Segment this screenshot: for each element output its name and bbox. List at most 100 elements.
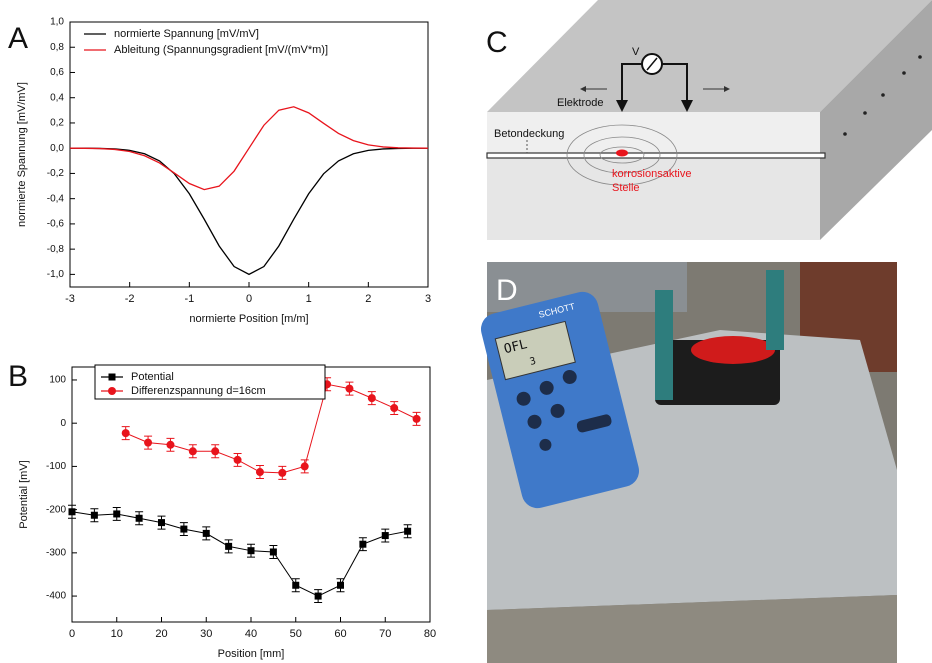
marker [300, 462, 309, 471]
x-axis-label: Position [mm] [218, 648, 285, 660]
meter-display [494, 320, 576, 381]
x-tick-label: -1 [184, 293, 194, 305]
y-tick-label: -0,8 [47, 244, 65, 255]
y-tick-label: -100 [46, 461, 66, 472]
marker [292, 581, 300, 589]
series-line [70, 147, 428, 276]
y-tick-label: 0,4 [50, 92, 64, 103]
marker [337, 581, 344, 589]
y-tick-label: 0,6 [50, 67, 64, 78]
marker [202, 529, 210, 537]
legend-box [94, 364, 326, 400]
y-tick-label: 1,0 [50, 17, 64, 28]
equipotentials [566, 124, 678, 186]
panel-label: C [486, 26, 508, 59]
x-tick-label: -2 [125, 293, 135, 305]
legend-label: Potential [131, 371, 174, 383]
marker [121, 429, 130, 438]
meter: OFL 3 SCHOTT [480, 291, 640, 509]
marker [314, 592, 322, 600]
marker [180, 525, 188, 533]
electrode-tip [616, 100, 628, 112]
series-line [69, 106, 429, 191]
y-tick-label: 0,8 [50, 42, 64, 53]
electrode-base [691, 336, 775, 364]
marker [144, 438, 153, 447]
marker [158, 519, 165, 527]
concrete-face [487, 595, 897, 663]
x-tick-label: 10 [111, 628, 123, 640]
plot-frame [69, 21, 429, 288]
arrow-head [724, 86, 730, 92]
x-tick-label: -3 [65, 293, 75, 305]
marker [188, 447, 197, 456]
x-tick-label: 20 [155, 628, 167, 640]
y-tick-label: 0,2 [50, 118, 64, 129]
plot-frame [71, 366, 431, 623]
x-tick-label: 70 [379, 628, 391, 640]
holes [843, 55, 922, 136]
corrosion-spot [616, 149, 628, 157]
marker [381, 532, 389, 540]
block-top [487, 0, 932, 112]
marker [225, 542, 233, 550]
marker [68, 508, 76, 516]
cover-zone [487, 112, 820, 154]
x-tick-label: 0 [246, 293, 252, 305]
marker [233, 455, 242, 464]
y-tick-label: -300 [46, 547, 66, 558]
photo: OFL 3 SCHOTT [480, 262, 897, 663]
y-tick-label: -0,6 [47, 219, 65, 230]
x-axis-label: normierte Position [m/m] [189, 313, 308, 325]
panel-label: D [496, 274, 518, 307]
y-axis-label: normierte Spannung [mV/mV] [16, 82, 28, 227]
marker [269, 548, 277, 556]
marker [90, 511, 98, 519]
voltmeter-label: V [632, 46, 640, 58]
x-tick-label: 60 [334, 628, 346, 640]
marker [412, 414, 421, 423]
x-tick-label: 40 [245, 628, 257, 640]
x-tick-label: 30 [200, 628, 212, 640]
legend-label: normierte Spannung [mV/mV] [114, 28, 259, 40]
marker [404, 527, 412, 535]
x-tick-label: 3 [425, 293, 431, 305]
diagram: V Elektrode Betondeckung korrosionsaktiv… [486, 0, 932, 240]
needle [646, 57, 658, 71]
spot-label: Stelle [612, 182, 640, 194]
legend-marker [108, 373, 116, 381]
spot-label: korrosionsaktive [612, 168, 691, 180]
x-tick-label: 1 [306, 293, 312, 305]
marker [135, 514, 143, 522]
x-tick-label: 80 [424, 628, 436, 640]
circuit [621, 63, 688, 108]
x-tick-label: 0 [69, 628, 75, 640]
x-tick-label: 2 [365, 293, 371, 305]
y-tick-label: 0 [60, 418, 66, 429]
marker [247, 547, 255, 555]
y-tick-label: 100 [49, 375, 66, 386]
arrow-head [580, 86, 586, 92]
series-line [71, 511, 408, 597]
cover-label: Betondeckung [494, 128, 564, 140]
panel-label: A [8, 22, 28, 55]
marker [255, 468, 264, 477]
y-tick-label: -0,2 [47, 168, 65, 179]
marker [211, 447, 220, 456]
legend-label: Ableitung (Spannungsgradient [mV/(mV*m)] [114, 44, 328, 56]
electrode-tip [681, 100, 693, 112]
x-tick-label: 50 [290, 628, 302, 640]
y-tick-label: -400 [46, 591, 66, 602]
rebar [486, 152, 826, 159]
marker [390, 404, 399, 413]
y-tick-label: -1,0 [47, 269, 65, 280]
electrode-rod [655, 290, 673, 400]
panel-label: B [8, 360, 28, 393]
marker [367, 394, 376, 403]
marker [345, 384, 354, 393]
block-side [820, 0, 932, 240]
electrode-label: Elektrode [557, 97, 603, 109]
marker [166, 440, 175, 449]
